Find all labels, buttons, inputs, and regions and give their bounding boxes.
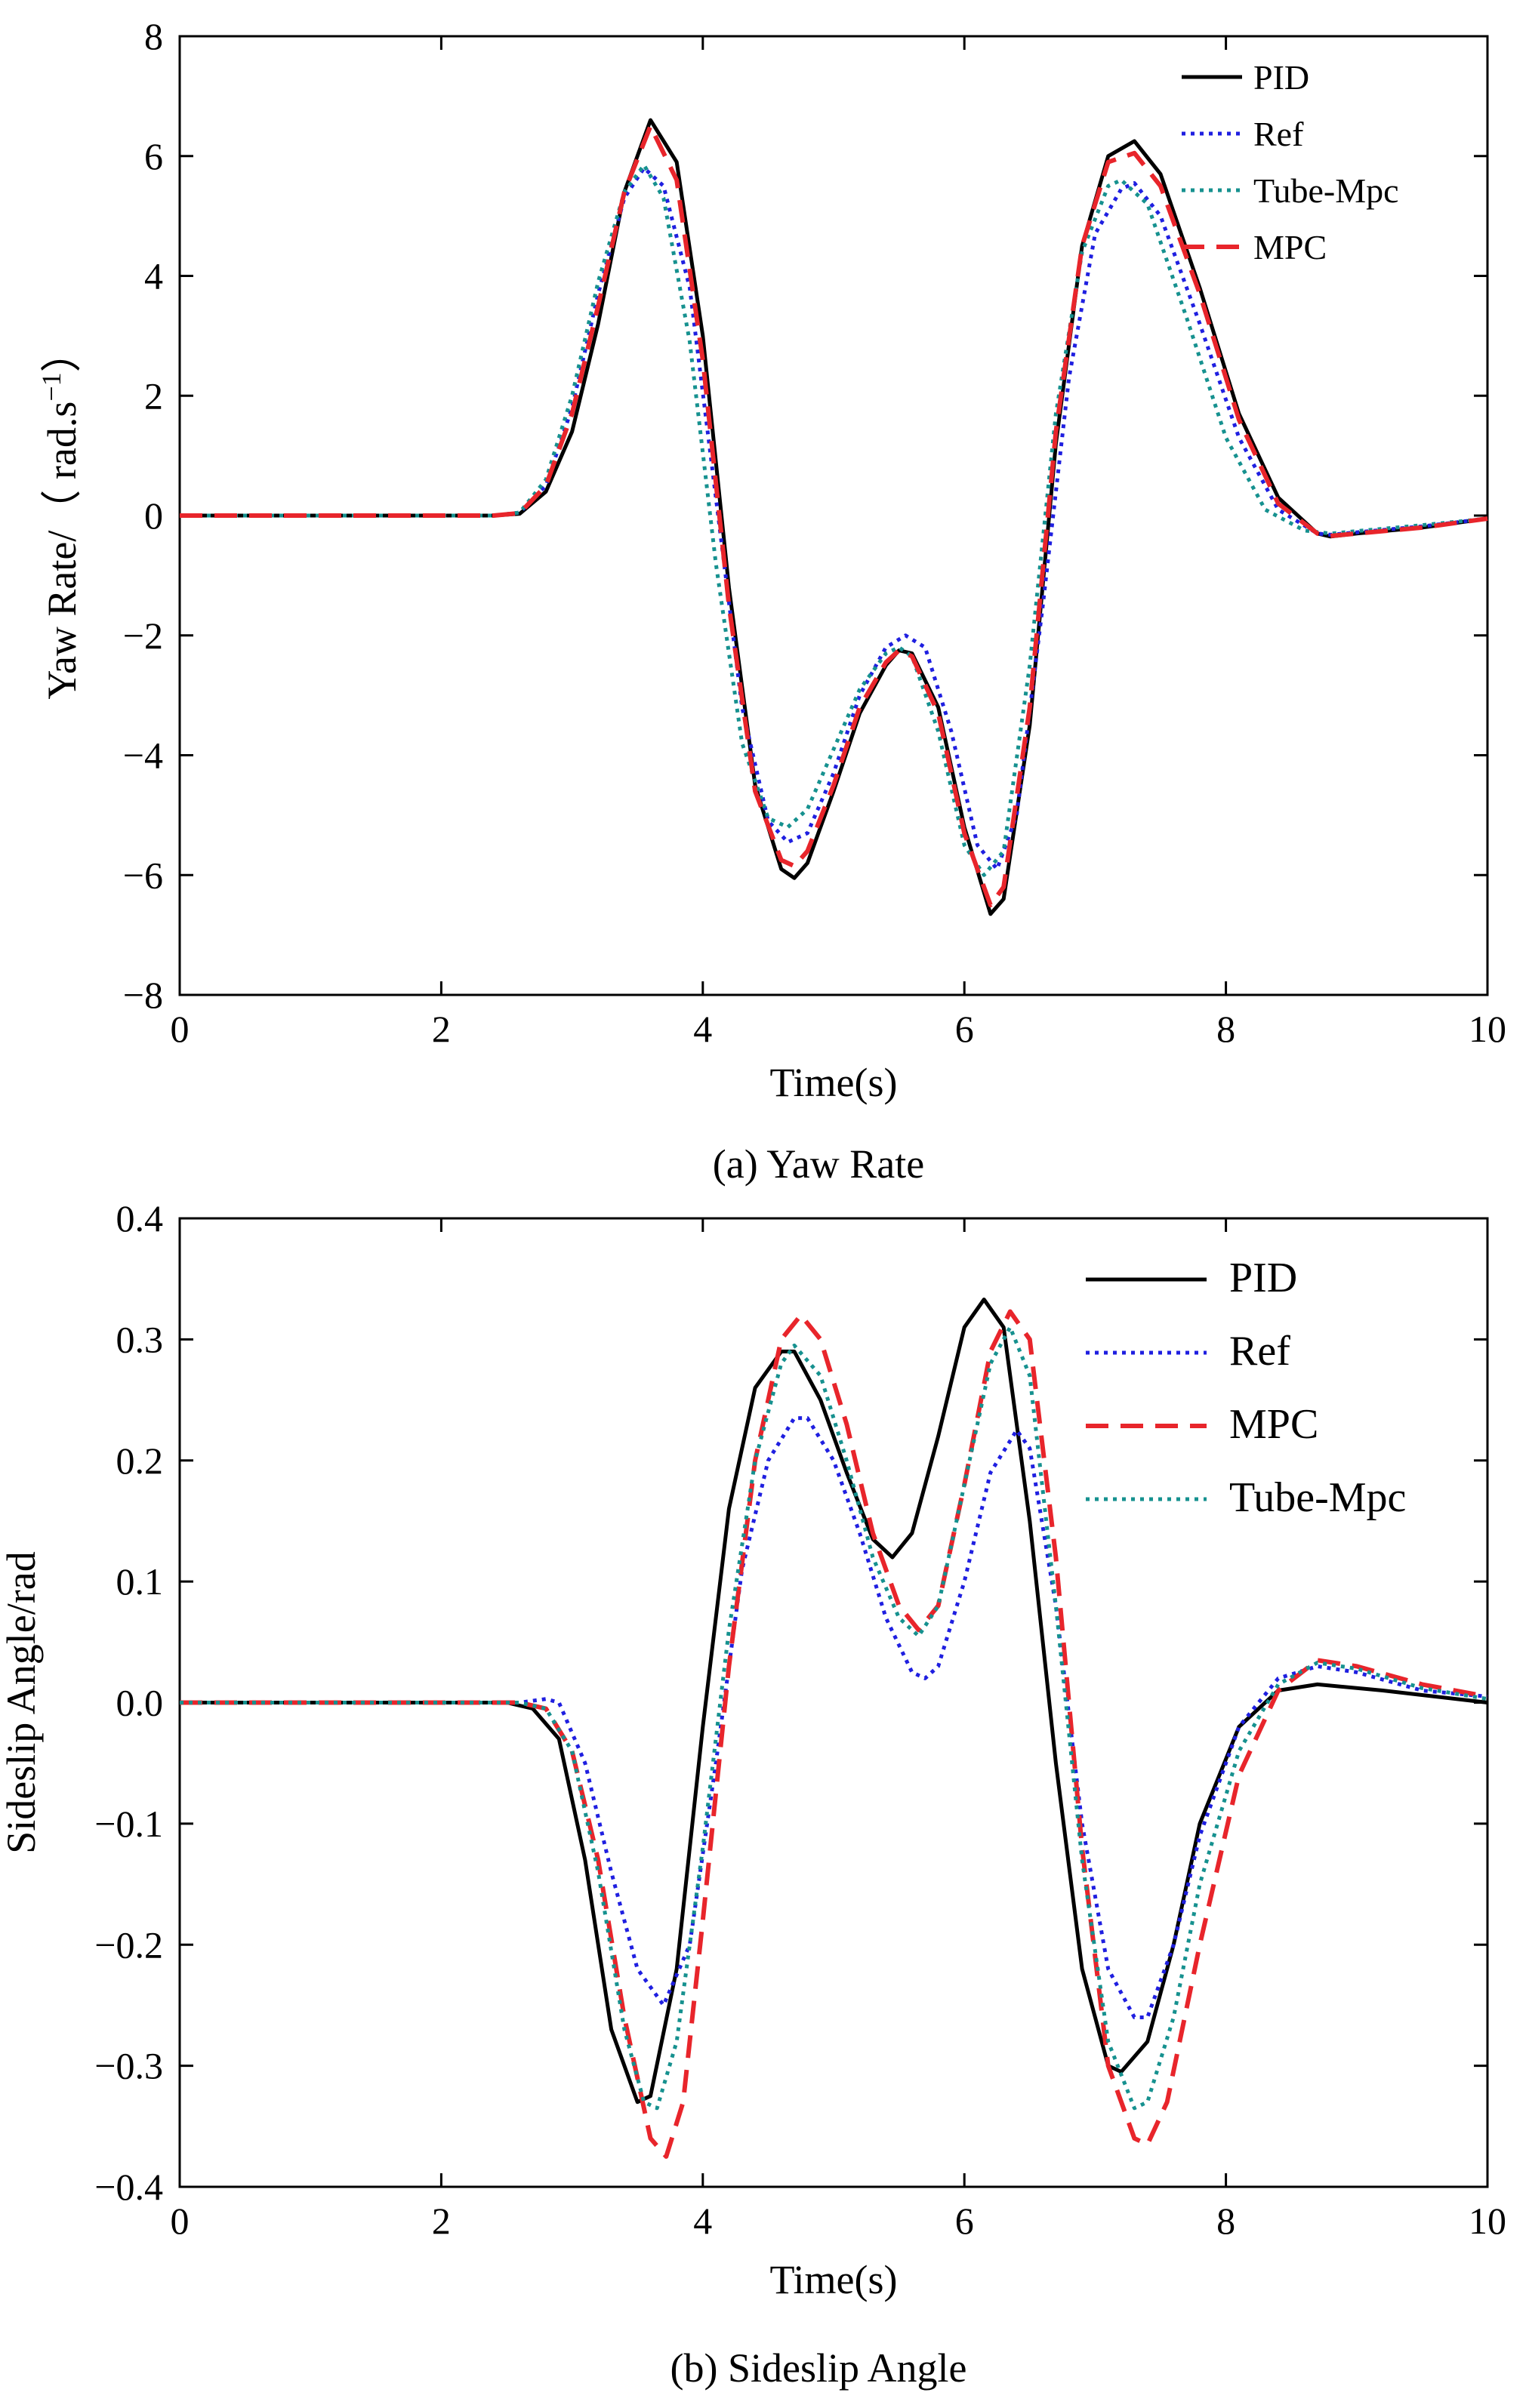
y-axis-title-close: ）: [39, 331, 85, 372]
legend-label-ref: Ref: [1229, 1328, 1290, 1375]
y-axis-title-text: Yaw Rate/（ rad.s: [39, 402, 85, 700]
y-tick-label: −4: [123, 734, 163, 777]
y-axis-title-superscript: −1: [36, 372, 66, 401]
figure-caption: (a) Yaw Rate: [713, 1141, 924, 1187]
x-tick-label: 0: [171, 1008, 190, 1050]
series-line-tube-mpc: [180, 163, 1488, 877]
y-tick-label: −0.2: [94, 1923, 163, 1966]
y-axis-title: Sideslip Angle/rad: [0, 1551, 44, 1853]
legend-label-mpc: MPC: [1229, 1401, 1318, 1448]
x-tick-label: 10: [1469, 1008, 1506, 1050]
legend-label-tube-mpc: Tube-Mpc: [1253, 171, 1399, 210]
y-tick-label: 0.0: [116, 1682, 164, 1724]
y-tick-label: 0: [144, 494, 163, 537]
y-tick-label: 0.3: [116, 1318, 164, 1360]
y-tick-label: −8: [123, 974, 163, 1016]
legend-label-tube-mpc: Tube-Mpc: [1229, 1474, 1406, 1521]
x-tick-label: 4: [693, 2200, 712, 2242]
series-line-ref: [180, 166, 1488, 871]
x-tick-label: 10: [1469, 2200, 1506, 2242]
y-tick-label: −6: [123, 854, 163, 896]
y-tick-label: 6: [144, 135, 163, 177]
series-line-pid: [180, 1298, 1488, 2105]
x-tick-label: 6: [955, 1008, 974, 1050]
legend-label-mpc: MPC: [1253, 228, 1327, 266]
y-tick-label: −2: [123, 614, 163, 657]
series-line-ref: [180, 1416, 1488, 2019]
series-line-mpc: [180, 1309, 1488, 2159]
y-axis-title: Yaw Rate/（ rad.s−1）: [36, 331, 85, 699]
x-tick-label: 8: [1216, 1008, 1235, 1050]
y-tick-label: 0.4: [116, 1197, 164, 1239]
y-tick-label: −0.1: [94, 1803, 163, 1845]
legend-label-pid: PID: [1229, 1255, 1297, 1301]
y-tick-label: 0.1: [116, 1560, 164, 1603]
y-axis-title-text: Sideslip Angle/rad: [0, 1551, 44, 1853]
y-tick-label: 8: [144, 15, 163, 57]
x-tick-label: 8: [1216, 2200, 1235, 2242]
legend-label-pid: PID: [1253, 58, 1309, 97]
x-axis-title: Time(s): [769, 2257, 897, 2302]
y-tick-label: −0.3: [94, 2045, 163, 2087]
x-tick-label: 2: [432, 2200, 451, 2242]
y-tick-label: 2: [144, 374, 163, 417]
x-tick-label: 6: [955, 2200, 974, 2242]
x-axis-title: Time(s): [769, 1060, 897, 1105]
x-tick-label: 4: [693, 1008, 712, 1050]
y-tick-label: −0.4: [94, 2166, 163, 2208]
y-tick-label: 0.2: [116, 1440, 164, 1482]
y-tick-label: 4: [144, 255, 163, 297]
x-tick-label: 0: [171, 2200, 190, 2242]
x-tick-label: 2: [432, 1008, 451, 1050]
chart-yaw-rate: 0 2 4 6 8 10 −8 −6 −4 −2 0 2 4 6 8 PID Ref Tube-Mpc MPC Tim…: [36, 15, 1506, 1187]
figure-caption: (b) Sideslip Angle: [670, 2345, 967, 2391]
chart-sideslip-angle: 0 2 4 6 8 10 −0.4 −0.3 −0.2 −0.1 0.0 0.1 0.2 0.3 0.4 PI…: [0, 1197, 1506, 2391]
legend-label-ref: Ref: [1253, 115, 1304, 153]
